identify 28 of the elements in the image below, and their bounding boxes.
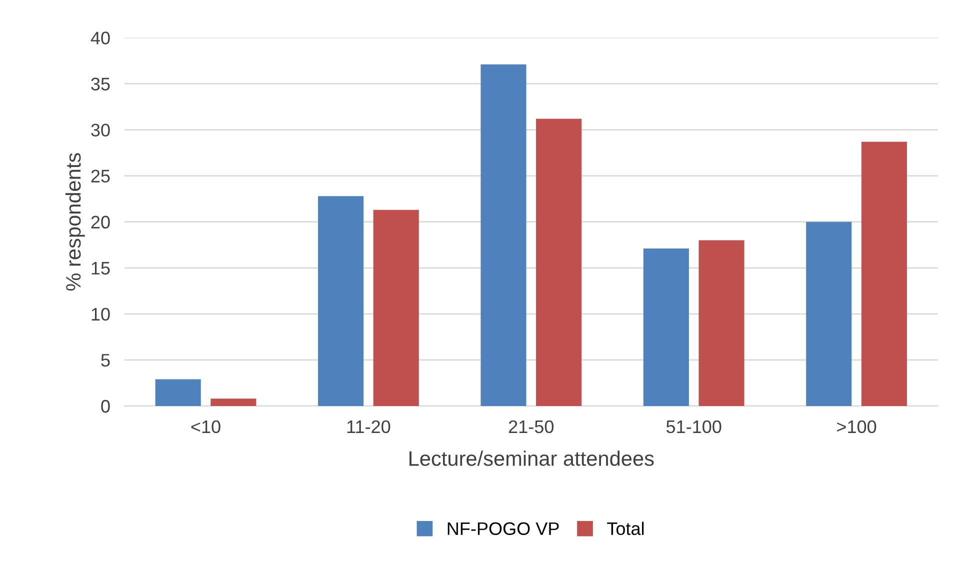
legend-label: Total: [607, 522, 644, 536]
y-tick-label: 35: [91, 78, 110, 90]
bar: [698, 240, 744, 406]
y-tick-label: 30: [91, 124, 110, 136]
x-tick-label: >100: [837, 420, 876, 434]
bar: [318, 196, 364, 406]
bar: [643, 248, 689, 406]
y-tick-label: 20: [91, 216, 110, 229]
bar: [806, 222, 852, 406]
x-tick-label: 11-20: [347, 420, 390, 434]
bar: [480, 64, 526, 406]
legend-label: NF-POGO VP: [448, 522, 559, 536]
y-tick-label: 15: [92, 262, 110, 275]
bar: [155, 379, 201, 406]
bar: [210, 398, 256, 406]
y-tick-label: 10: [92, 308, 110, 321]
x-tick-label: 51-100: [666, 420, 722, 434]
x-tick-label: 21-50: [508, 420, 554, 434]
bar: [373, 210, 419, 406]
y-axis-title: % respondents: [65, 153, 85, 291]
x-tick-label: <10: [191, 420, 220, 434]
bar: [536, 118, 582, 406]
y-tick-label: 0: [101, 400, 110, 413]
bar: [861, 142, 907, 406]
y-tick-label: 40: [90, 32, 110, 44]
x-axis-title: Lecture/seminar attendees: [410, 450, 654, 466]
y-tick-label: 5: [101, 354, 110, 367]
y-tick-label: 25: [91, 170, 110, 183]
